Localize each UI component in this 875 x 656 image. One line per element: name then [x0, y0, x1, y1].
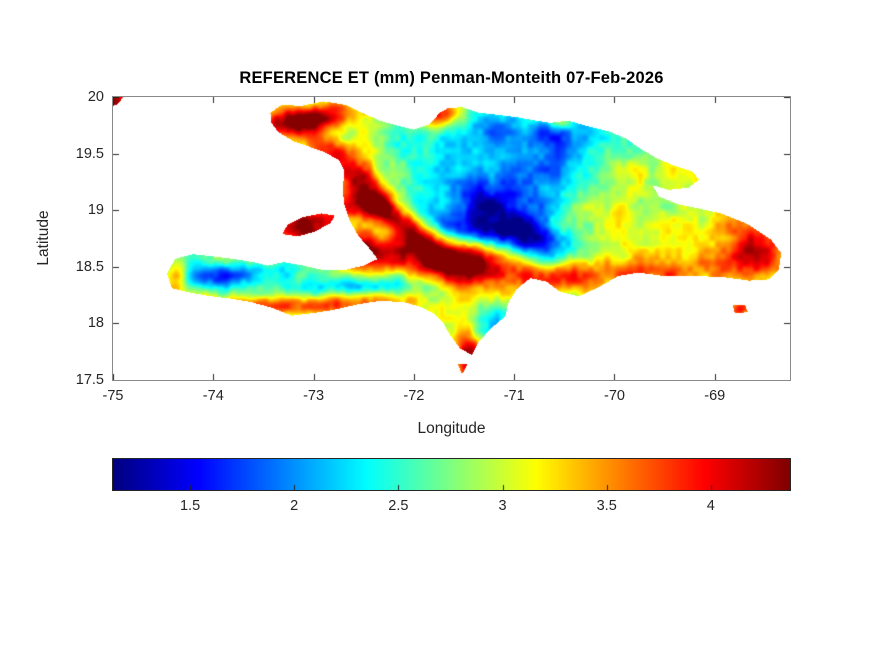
y-tick-label: 20: [87, 88, 104, 105]
map-canvas: [113, 97, 790, 380]
x-tick-label: -75: [102, 388, 124, 404]
colorbar-tick-label: 3: [498, 498, 507, 514]
x-tick-label: -70: [603, 388, 625, 404]
colorbar-tick-label: 2: [290, 498, 299, 514]
x-tick-label: -71: [503, 388, 525, 404]
y-axis-label: Latitude: [35, 210, 52, 266]
colorbar-tick-label: 2.5: [388, 498, 409, 514]
x-tick-label: -72: [403, 388, 425, 404]
y-tick-label: 19.5: [75, 145, 104, 162]
y-tick-label: 19: [87, 201, 104, 218]
x-tick-label: -74: [202, 388, 224, 404]
y-tick-label: 18.5: [75, 258, 104, 275]
plot-area: [112, 96, 791, 381]
chart-title: REFERENCE ET (mm) Penman-Monteith 07-Feb…: [239, 69, 664, 87]
colorbar-tick-label: 3.5: [596, 498, 617, 514]
y-tick-label: 18: [87, 315, 104, 332]
x-tick-label: -69: [704, 388, 726, 404]
colorbar-canvas: [113, 459, 790, 490]
colorbar-tick-label: 1.5: [179, 498, 201, 514]
colorbar-tick-label: 4: [706, 498, 715, 514]
y-tick-label: 17.5: [75, 371, 104, 388]
colorbar: [112, 458, 791, 491]
x-tick-label: -73: [303, 388, 325, 404]
x-axis-label: Longitude: [417, 420, 486, 437]
